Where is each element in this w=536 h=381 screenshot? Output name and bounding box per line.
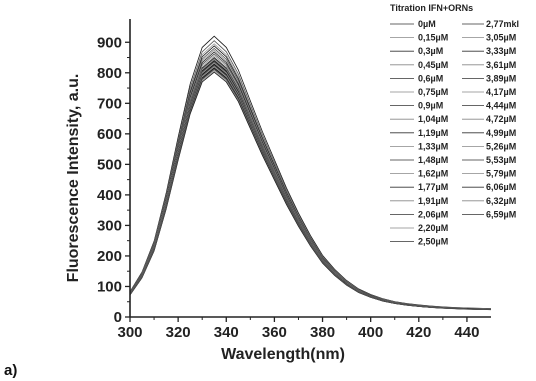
y-tick-label: 100 [97, 278, 122, 295]
legend-item: 0,75µM [418, 87, 448, 97]
legend-item: 0,15µM [418, 33, 448, 43]
legend-item: 0,45µM [418, 60, 448, 70]
legend-item: 0,9µM [418, 101, 443, 111]
x-tick-label: 420 [406, 324, 431, 341]
legend-item: 1,33µM [418, 141, 448, 151]
x-tick-label: 400 [358, 324, 383, 341]
legend-item: 0,6µM [418, 73, 443, 83]
spectrum-series [129, 68, 492, 310]
x-axis-label: Wavelength(nm) [221, 346, 345, 363]
y-tick-label: 0 [114, 309, 122, 326]
legend-item: 1,04µM [418, 114, 448, 124]
legend-item: 5,79µM [486, 169, 516, 179]
axes [125, 19, 491, 322]
x-tick-label: 340 [214, 324, 239, 341]
legend-item: 2,06µM [418, 209, 448, 219]
legend-item: 2,20µM [418, 223, 448, 233]
y-tick-label: 200 [97, 248, 122, 265]
legend-item: 3,89µM [486, 73, 516, 83]
legend-item: 1,62µM [418, 169, 448, 179]
legend-item: 3,61µM [486, 60, 516, 70]
legend-item: 3,05µM [486, 33, 516, 43]
legend-item: 1,91µM [418, 196, 448, 206]
legend-title: Titration IFN+ORNs [390, 3, 473, 13]
legend-item: 4,72µM [486, 114, 516, 124]
x-tick-label: 440 [454, 324, 479, 341]
x-tick-labels: 300 320 340 360 380 400 420 440 [117, 324, 479, 341]
y-tick-labels: 0 100 200 300 400 500 600 700 800 900 [97, 34, 122, 326]
legend: Titration IFN+ORNs 0µM 0,15µM 0,3µM 0,45µM 0… [390, 3, 519, 247]
y-tick-label: 300 [97, 217, 122, 234]
spectra-curves [129, 35, 492, 311]
legend-item: 1,19µM [418, 128, 448, 138]
legend-item: 0µM [418, 19, 436, 29]
y-tick-label: 800 [97, 65, 122, 82]
legend-item: 6,32µM [486, 196, 516, 206]
legend-item: 6,59µM [486, 209, 516, 219]
panel-label: a) [4, 362, 17, 379]
legend-item: 6,06µM [486, 182, 516, 192]
y-tick-label: 600 [97, 126, 122, 143]
y-tick-label: 400 [97, 187, 122, 204]
legend-item: 4,44µM [486, 101, 516, 111]
legend-item: 1,48µM [418, 155, 448, 165]
legend-item: 3,33µM [486, 46, 516, 56]
legend-item: 0,3µM [418, 46, 443, 56]
legend-item: 5,53µM [486, 155, 516, 165]
legend-item: 4,99µM [486, 128, 516, 138]
legend-item: 5,26µM [486, 141, 516, 151]
legend-item: 1,77µM [418, 182, 448, 192]
y-tick-label: 500 [97, 156, 122, 173]
x-tick-label: 300 [117, 324, 142, 341]
y-tick-label: 700 [97, 95, 122, 112]
x-tick-label: 380 [310, 324, 335, 341]
x-tick-label: 360 [262, 324, 287, 341]
y-axis-label: Fluorescence Intensity, a.u. [65, 74, 82, 283]
x-tick-label: 320 [166, 324, 191, 341]
legend-item: 2,50µM [418, 237, 448, 247]
legend-item: 2,77mkl [486, 19, 519, 29]
legend-item: 4,17µM [486, 87, 516, 97]
y-tick-label: 900 [97, 34, 122, 51]
